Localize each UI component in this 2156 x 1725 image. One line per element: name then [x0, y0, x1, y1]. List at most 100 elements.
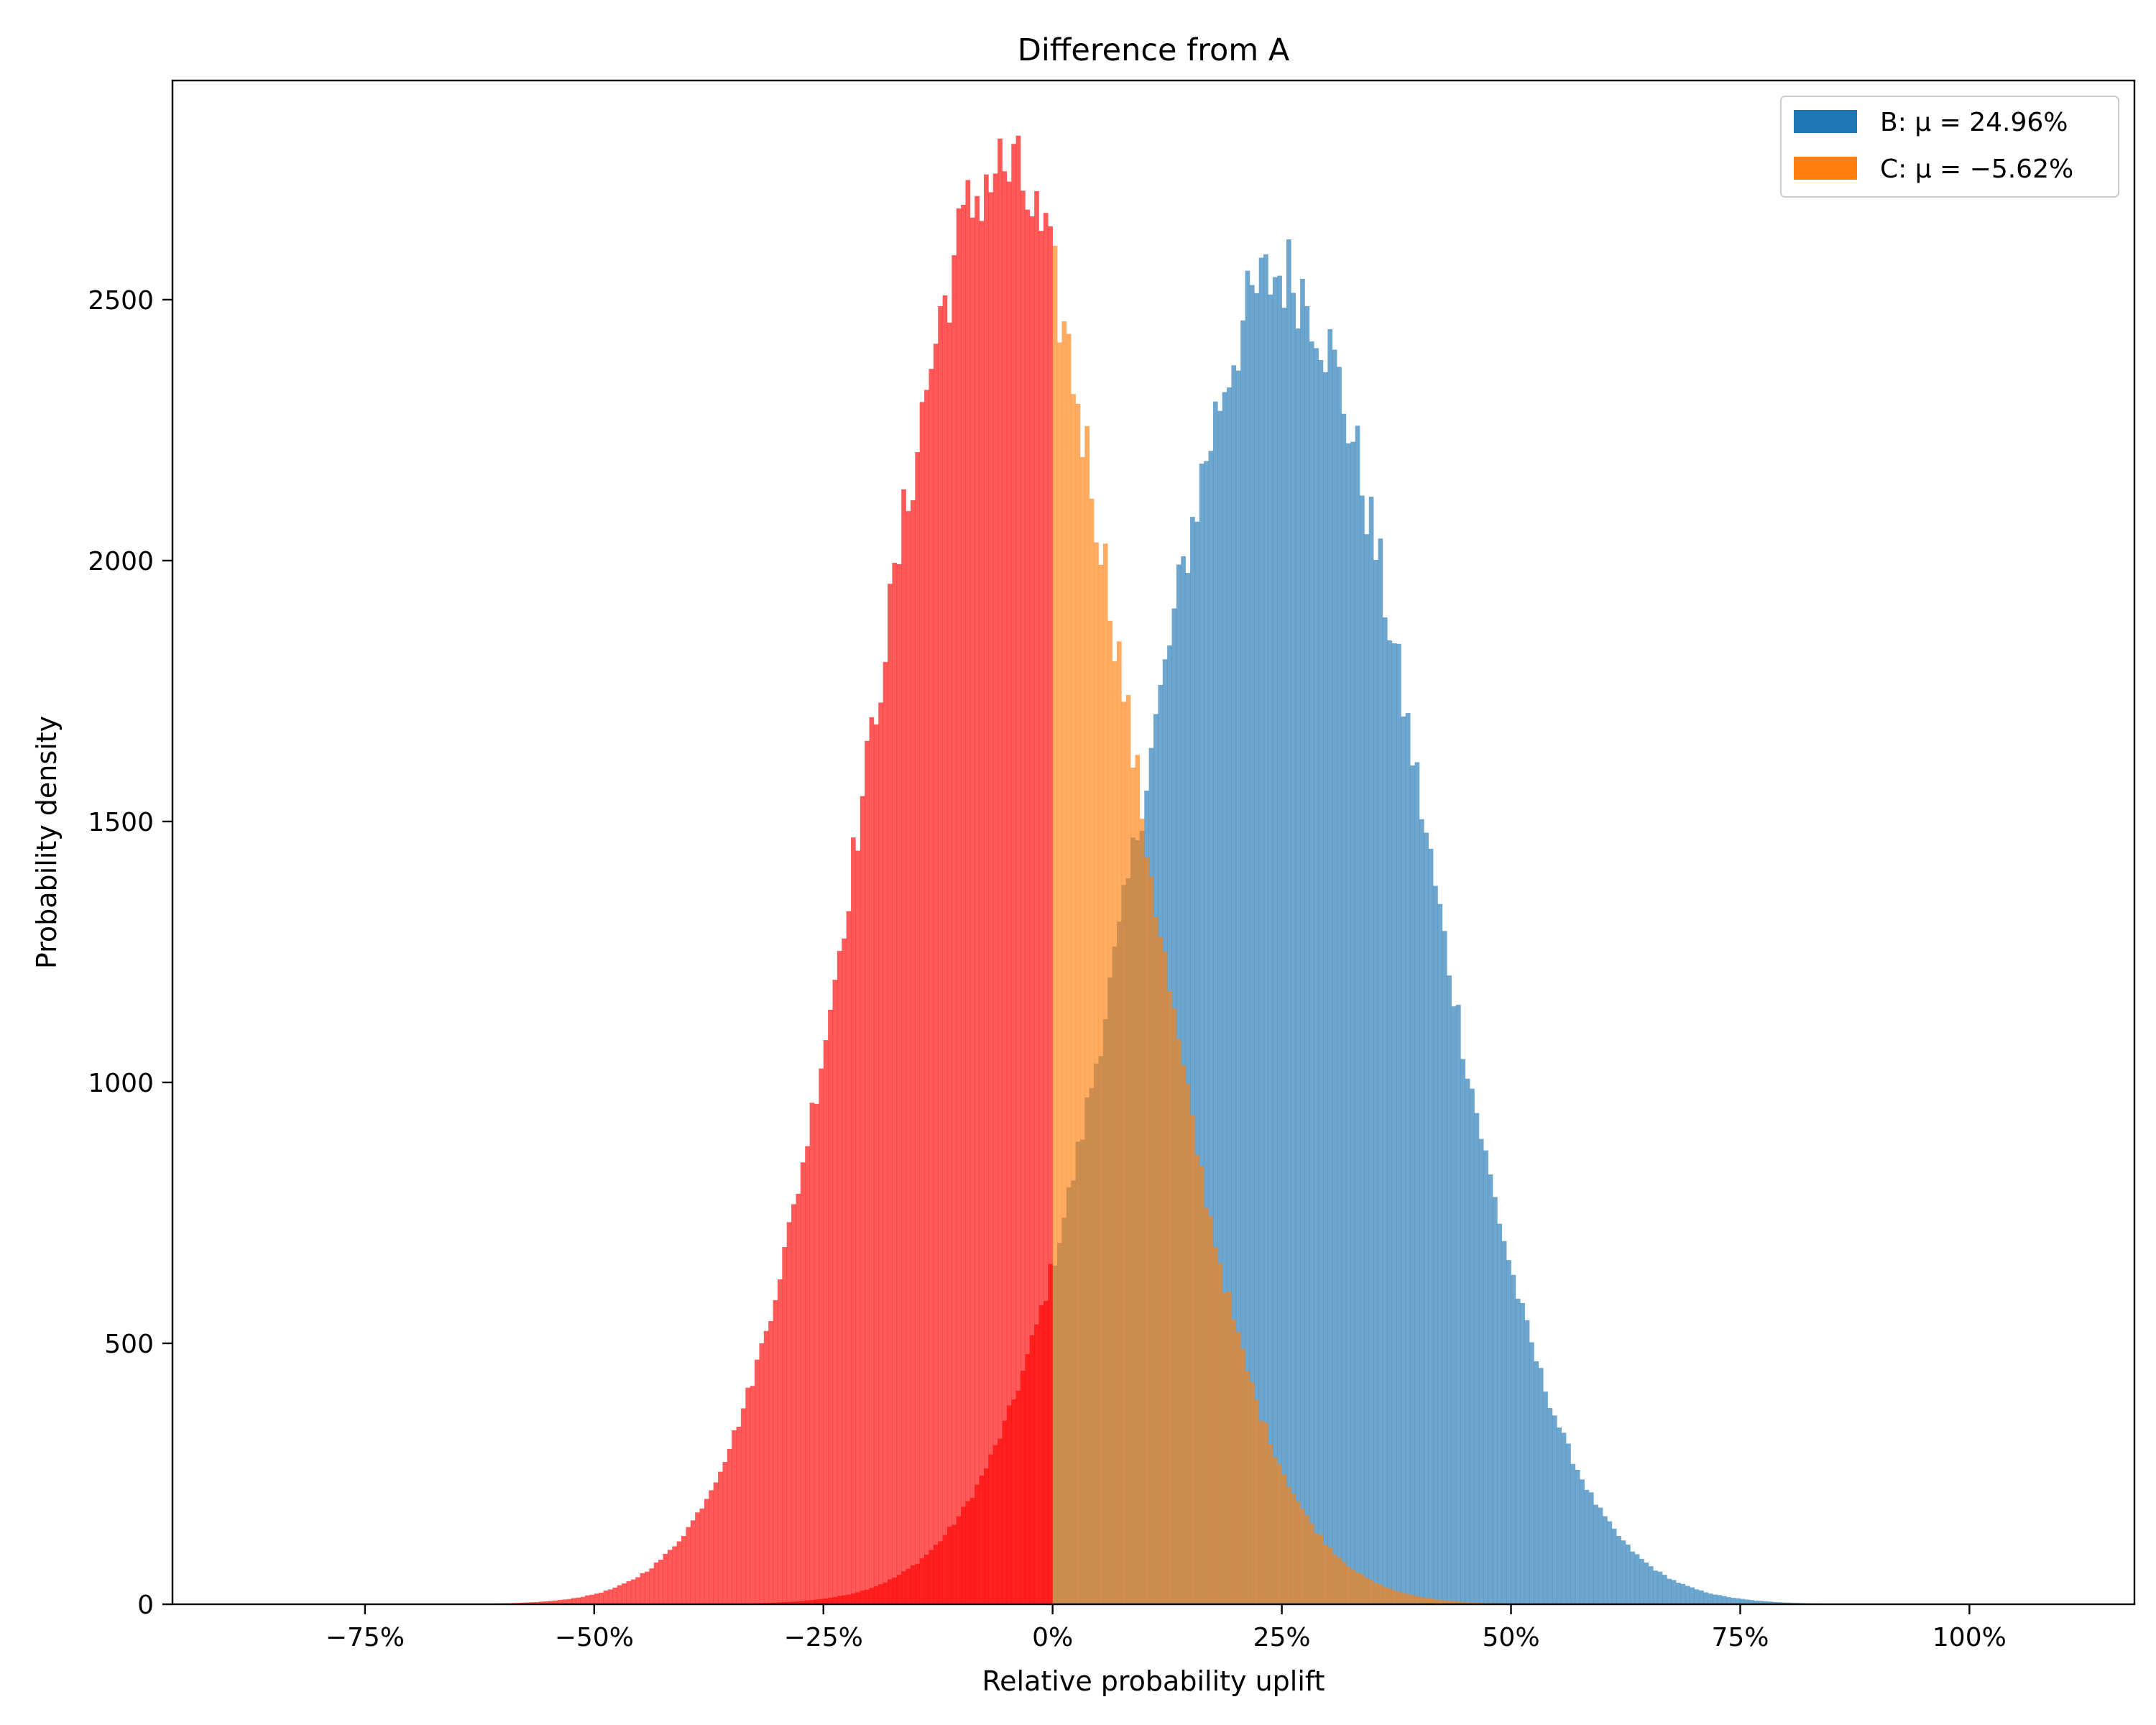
histogram-bar — [1529, 1342, 1534, 1604]
histogram-bar — [1749, 1600, 1754, 1604]
histogram-bar — [1493, 1197, 1498, 1604]
histogram-bar — [814, 1103, 819, 1604]
histogram-bar — [663, 1553, 668, 1604]
histogram-bar — [975, 196, 980, 1605]
histogram-bar — [585, 1595, 590, 1604]
histogram-bar — [1777, 1602, 1782, 1604]
histogram-bar — [1199, 464, 1204, 1604]
histogram-bar — [1470, 1602, 1475, 1604]
histogram-bar — [1006, 181, 1012, 1604]
histogram-bar — [1543, 1392, 1548, 1604]
histogram-bar — [1488, 1174, 1493, 1604]
histogram-bar — [1075, 403, 1081, 1604]
histogram-bar — [1726, 1597, 1731, 1604]
histogram-bar — [1630, 1551, 1636, 1604]
histogram-bar — [1387, 1588, 1392, 1604]
histogram-bar — [1350, 441, 1355, 1604]
histogram-bar — [1323, 1545, 1328, 1604]
histogram-bar — [1130, 767, 1135, 1604]
y-axis-ticks: 0 500 1000 1500 2000 2500 — [88, 286, 172, 1620]
histogram-bar — [681, 1536, 686, 1604]
histogram-bar — [1254, 293, 1260, 1604]
histogram-bar — [1181, 1065, 1186, 1604]
histogram-bar — [1621, 1540, 1626, 1604]
histogram-bar — [1144, 857, 1149, 1604]
histogram-bar — [1212, 1246, 1218, 1604]
histogram-bar — [548, 1601, 553, 1604]
histogram-bar — [1015, 135, 1021, 1604]
histogram-bar — [855, 850, 861, 1604]
histogram-bar — [1240, 320, 1245, 1605]
x-tick-label: −25% — [784, 1623, 863, 1652]
histogram-bar — [1465, 1078, 1470, 1604]
histogram-bar — [1286, 239, 1291, 1604]
histogram-bar — [1222, 392, 1227, 1604]
histogram-bar — [704, 1499, 709, 1604]
histogram-bar — [1584, 1489, 1590, 1604]
histogram-bar — [1603, 1516, 1608, 1604]
histogram-bar — [1566, 1443, 1571, 1604]
histogram-bar — [942, 295, 948, 1605]
histogram-bar — [965, 180, 971, 1605]
histogram-bar — [896, 564, 902, 1604]
histogram-bar — [1465, 1602, 1470, 1604]
histogram-bar — [622, 1583, 627, 1604]
histogram-bar — [1447, 975, 1452, 1604]
histogram-bar — [607, 1589, 613, 1604]
histogram-bar — [1102, 543, 1108, 1604]
histogram-bar — [626, 1581, 632, 1604]
histogram-bar — [1148, 876, 1154, 1604]
histogram-bar — [1355, 1572, 1360, 1604]
histogram-bar — [750, 1386, 755, 1604]
histogram-bar — [1094, 542, 1099, 1604]
series-c-histogram — [489, 135, 1516, 1605]
x-tick-label: 25% — [1253, 1623, 1311, 1652]
histogram-bar — [1506, 1260, 1511, 1604]
histogram-bar — [1249, 1382, 1255, 1604]
y-tick-label: 500 — [104, 1330, 154, 1359]
histogram-bar — [1478, 1138, 1484, 1604]
histogram-bar — [1616, 1536, 1621, 1604]
histogram-bar — [800, 1162, 806, 1604]
histogram-bar — [740, 1408, 746, 1604]
histogram-bar — [1699, 1590, 1704, 1604]
histogram-bar — [1648, 1566, 1654, 1604]
y-tick-label: 0 — [137, 1591, 154, 1620]
histogram-bar — [1309, 341, 1314, 1605]
histogram-bar — [1607, 1521, 1613, 1604]
histogram-bar — [1410, 765, 1415, 1604]
histogram-bar — [1428, 1598, 1434, 1604]
histogram-bar — [1378, 1584, 1383, 1604]
legend-box — [1780, 96, 2119, 198]
histogram-bar — [718, 1471, 723, 1604]
histogram-bar — [1588, 1492, 1594, 1604]
histogram-bar — [865, 740, 870, 1604]
histogram-bar — [1240, 1348, 1245, 1604]
x-tick-label: 75% — [1711, 1623, 1769, 1652]
histogram-bar — [1501, 1241, 1507, 1604]
legend-swatch-b — [1794, 110, 1857, 133]
histogram-bar — [1314, 1533, 1319, 1604]
histogram-bar — [979, 221, 985, 1604]
histogram-bar — [1355, 426, 1360, 1604]
histogram-bar — [603, 1590, 609, 1604]
histogram-bar — [1194, 1154, 1200, 1604]
histogram-bar — [1685, 1586, 1690, 1604]
histogram-bar — [1185, 1083, 1191, 1604]
histogram-bar — [1405, 1593, 1411, 1604]
histogram-bar — [1625, 1544, 1631, 1604]
histogram-bar — [1424, 1598, 1429, 1604]
histogram-bar — [1227, 1292, 1232, 1604]
histogram-bar — [1373, 560, 1378, 1604]
histogram-bar — [782, 1246, 788, 1604]
histogram-bar — [1455, 1601, 1461, 1604]
histogram-bar — [1139, 819, 1145, 1604]
histogram-bar — [1511, 1274, 1516, 1604]
histogram-bar — [1153, 917, 1158, 1604]
histogram-bar — [1217, 1263, 1222, 1604]
histogram-bar — [1690, 1587, 1695, 1604]
histogram-bar — [1350, 1570, 1355, 1604]
histogram-bar — [1171, 1008, 1177, 1604]
histogram-bar — [1272, 277, 1278, 1604]
